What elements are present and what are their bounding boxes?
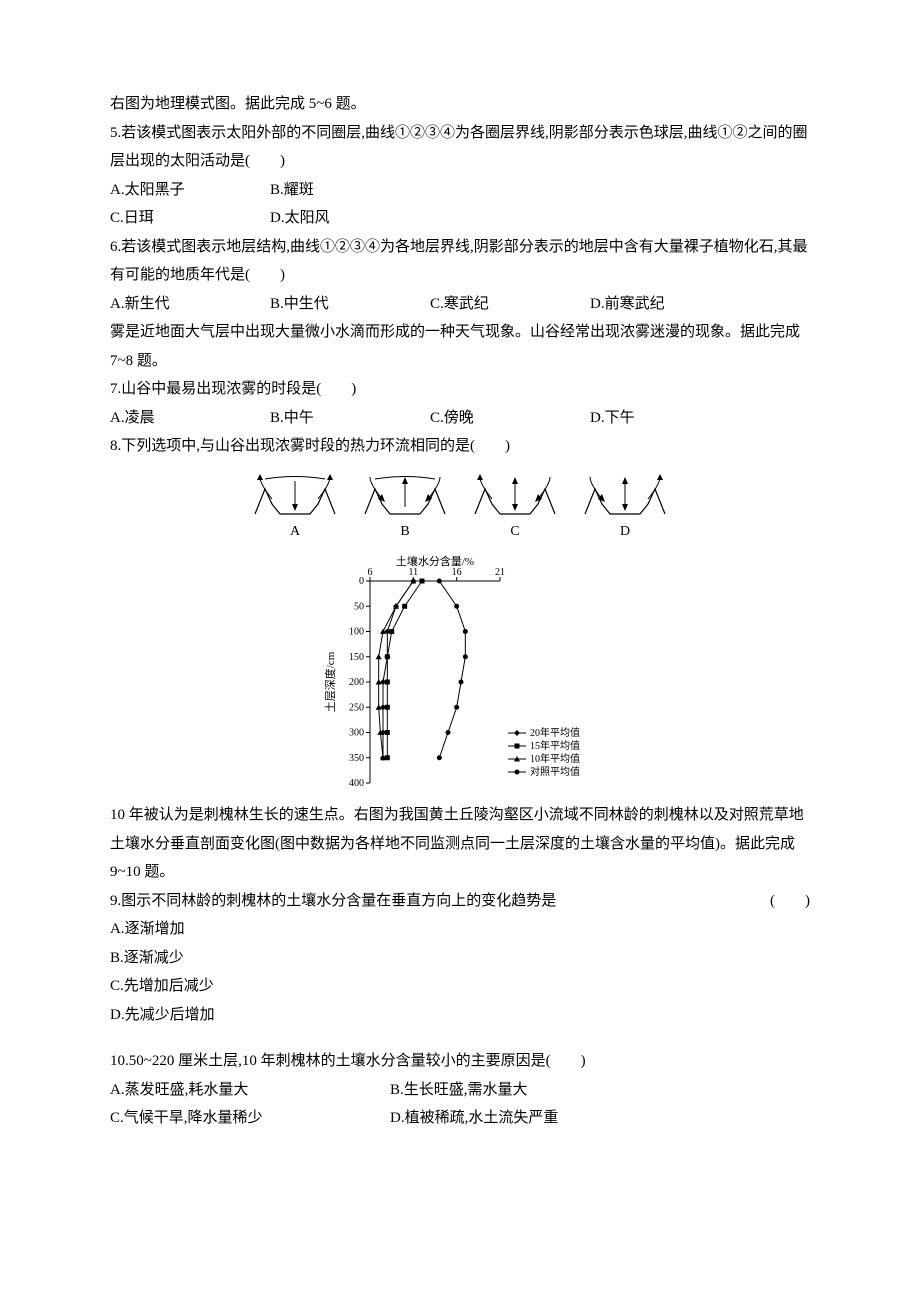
svg-text:10年平均值: 10年平均值: [530, 752, 580, 765]
q10-row1: A.蒸发旺盛,耗水量大 B.生长旺盛,需水量大: [110, 1076, 810, 1105]
soil-chart: 土壤水分含量/% 6 11 16 21 0 50 100 150 200 250 300 350 400 土…: [110, 553, 810, 793]
q8-fig-a: A: [250, 469, 340, 546]
svg-text:0: 0: [359, 576, 364, 587]
q8-fig-b-label: B: [360, 519, 450, 546]
q10-row2: C.气候干旱,降水量稀少 D.植被稀疏,水土流失严重: [110, 1104, 810, 1133]
intro-78: 雾是近地面大气层中出现大量微小水滴而形成的一种天气现象。山谷经常出现浓雾迷漫的现…: [110, 318, 810, 375]
q9-stem: 9.图示不同林龄的刺槐林的土壤水分含量在垂直方向上的变化趋势是 ( ): [110, 887, 810, 916]
q9-opt-b: B.逐渐减少: [110, 944, 810, 973]
q5-opt-c: C.日珥: [110, 204, 270, 233]
q7-stem: 7.山谷中最易出现浓雾的时段是( ): [110, 375, 810, 404]
q9-stem-text: 9.图示不同林龄的刺槐林的土壤水分含量在垂直方向上的变化趋势是: [110, 893, 556, 909]
q8-fig-d-label: D: [580, 519, 670, 546]
svg-text:土壤水分含量/%: 土壤水分含量/%: [396, 554, 474, 568]
q5-opt-d: D.太阳风: [270, 204, 430, 233]
q5-opt-a: A.太阳黑子: [110, 176, 270, 205]
q6-opt-b: B.中生代: [270, 290, 430, 319]
q8-fig-c-label: C: [470, 519, 560, 546]
q8-stem: 8.下列选项中,与山谷出现浓雾时段的热力环流相同的是( ): [110, 432, 810, 461]
q10-opt-a: A.蒸发旺盛,耗水量大: [110, 1076, 390, 1105]
q6-options: A.新生代 B.中生代 C.寒武纪 D.前寒武纪: [110, 290, 810, 319]
q7-options: A.凌晨 B.中午 C.傍晚 D.下午: [110, 404, 810, 433]
q8-fig-a-label: A: [250, 519, 340, 546]
q10-opt-d: D.植被稀疏,水土流失严重: [390, 1104, 670, 1133]
q6-opt-a: A.新生代: [110, 290, 270, 319]
svg-text:400: 400: [349, 778, 364, 789]
q9-opt-a: A.逐渐增加: [110, 915, 810, 944]
svg-text:50: 50: [354, 601, 364, 612]
q6-opt-c: C.寒武纪: [430, 290, 590, 319]
q8-fig-d: D: [580, 469, 670, 546]
svg-text:15年平均值: 15年平均值: [530, 739, 580, 752]
q9-opt-c: C.先增加后减少: [110, 972, 810, 1001]
svg-text:150: 150: [349, 652, 364, 663]
intro-910: 10 年被认为是刺槐林生长的速生点。右图为我国黄土丘陵沟壑区小流域不同林龄的刺槐…: [110, 801, 810, 887]
svg-text:250: 250: [349, 702, 364, 713]
svg-text:100: 100: [349, 627, 364, 638]
svg-text:16: 16: [452, 567, 462, 578]
q5-options: A.太阳黑子 B.耀斑: [110, 176, 810, 205]
q7-opt-b: B.中午: [270, 404, 430, 433]
q6-stem: 6.若该模式图表示地层结构,曲线①②③④为各地层界线,阴影部分表示的地层中含有大…: [110, 233, 810, 290]
q7-opt-a: A.凌晨: [110, 404, 270, 433]
svg-text:300: 300: [349, 728, 364, 739]
q5-stem: 5.若该模式图表示太阳外部的不同圈层,曲线①②③④为各圈层界线,阴影部分表示色球…: [110, 119, 810, 176]
q10-stem: 10.50~220 厘米土层,10 年刺槐林的土壤水分含量较小的主要原因是( ): [110, 1047, 810, 1076]
svg-text:20年平均值: 20年平均值: [530, 726, 580, 739]
svg-text:200: 200: [349, 677, 364, 688]
svg-text:土层深度/cm: 土层深度/cm: [323, 651, 337, 712]
q8-fig-c: C: [470, 469, 560, 546]
svg-text:6: 6: [368, 567, 373, 578]
q5-options-2: C.日珥 D.太阳风: [110, 204, 810, 233]
q10-opt-b: B.生长旺盛,需水量大: [390, 1076, 670, 1105]
q9-paren: ( ): [770, 887, 810, 916]
q9-opt-d: D.先减少后增加: [110, 1001, 810, 1030]
svg-text:对照平均值: 对照平均值: [530, 765, 580, 778]
intro-56: 右图为地理模式图。据此完成 5~6 题。: [110, 90, 810, 119]
q5-opt-b: B.耀斑: [270, 176, 430, 205]
q6-opt-d: D.前寒武纪: [590, 290, 750, 319]
q8-figure-row: A B C: [110, 469, 810, 546]
svg-text:350: 350: [349, 753, 364, 764]
q7-opt-d: D.下午: [590, 404, 750, 433]
q7-opt-c: C.傍晚: [430, 404, 590, 433]
q10-opt-c: C.气候干旱,降水量稀少: [110, 1104, 390, 1133]
q8-fig-b: B: [360, 469, 450, 546]
svg-text:21: 21: [495, 567, 505, 578]
svg-text:11: 11: [409, 567, 419, 578]
